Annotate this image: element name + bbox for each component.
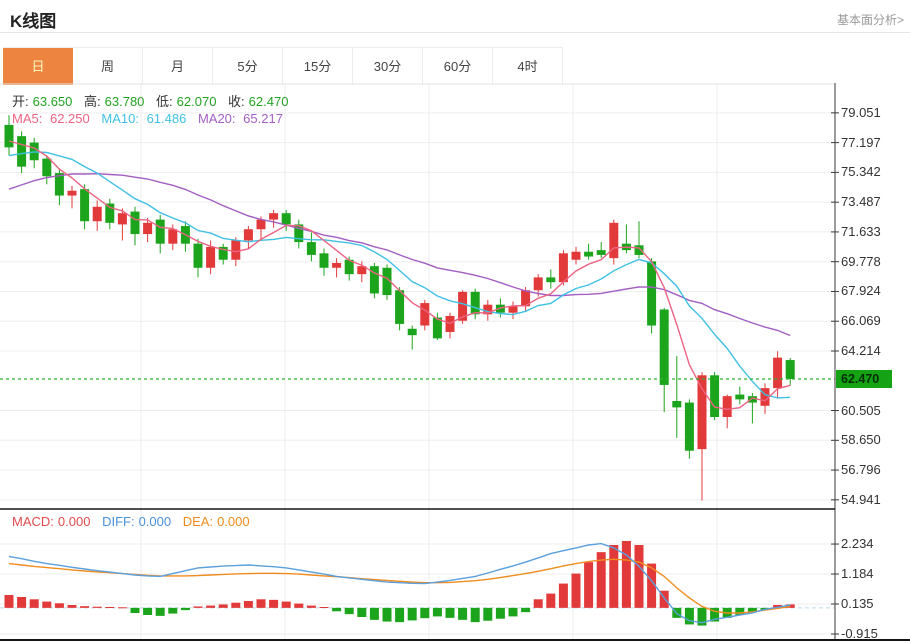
tab-timeframe-2[interactable]: 月 [143,48,213,85]
tab-timeframe-0[interactable]: 日 [3,48,73,85]
tab-timeframe-6[interactable]: 60分 [423,48,493,85]
close-label: 收: [228,94,245,109]
diff-value: 0.000 [138,514,172,529]
macd-value: 0.000 [57,514,91,529]
ma5-value: 62.250 [49,111,90,126]
ma10-label: MA10: [101,111,139,126]
ma5-label: MA5: [12,111,43,126]
ohlc-legend: 开: 63.650 高: 63.780 低: 62.070 收: 62.470 [12,91,296,110]
timeframe-tab-bar: 日周月 5分 15分 30分 60分 4时 [3,47,563,85]
price-axis-label: 66.069 [841,313,881,329]
tab-timeframe-1[interactable]: 周 [73,48,143,85]
price-axis-label: 73.487 [841,194,881,210]
dea-line [8,558,791,614]
diff-label: DIFF: [102,514,135,529]
current-price-badge: 62.470 [836,369,892,388]
macd-axis-label: 1.184 [841,566,874,582]
ma-legend: MA5: 62.250 MA10: 61.486 MA20: 65.217 [12,111,291,126]
macd-axis-label: 0.135 [841,596,874,611]
title-divider [0,32,910,33]
price-axis-label: 75.342 [841,164,881,180]
price-axis-label: 77.197 [841,134,881,150]
low-value: 62.070 [176,94,217,109]
dea-value: 0.000 [217,514,250,529]
tab-timeframe-3[interactable]: 5分 [213,48,283,85]
macd-axis-label: -0.915 [841,625,878,641]
macd-label: MACD: [12,514,54,529]
low-label: 低: [156,94,173,109]
price-axis-label: 79.051 [841,104,881,120]
diff-line [8,542,791,624]
price-axis-label: 64.214 [841,343,881,358]
page-title: K线图 [10,12,57,31]
open-label: 开: [12,94,29,109]
open-value: 63.650 [32,94,73,109]
price-axis-label: 71.633 [841,223,881,239]
candlestick-series [4,115,795,501]
ma10-value: 61.486 [146,111,187,126]
tab-timeframe-7[interactable]: 4时 [493,48,563,85]
fundamental-analysis-link[interactable]: 基本面分析> [836,13,904,27]
high-label: 高: [84,94,101,109]
close-value: 62.470 [248,94,289,109]
gridlines [0,83,835,640]
high-value: 63.780 [104,94,145,109]
price-axis-label: 54.941 [841,491,881,507]
price-axis-label: 56.796 [841,462,881,478]
tab-timeframe-5[interactable]: 30分 [353,48,423,85]
macd-legend: MACD: 0.000 DIFF: 0.000 DEA: 0.000 [12,514,258,529]
ma10-line [8,151,791,399]
price-axis-label: 67.924 [841,283,881,299]
dea-label: DEA: [182,514,214,529]
ma20-line [8,172,791,337]
ma20-label: MA20: [197,111,236,126]
price-axis-label: 58.650 [841,432,881,448]
tab-timeframe-4[interactable]: 15分 [283,48,353,85]
ma20-value: 65.217 [243,111,283,126]
price-axis-label: 69.778 [841,253,881,269]
price-axis-label: 60.505 [841,402,881,418]
ma5-line [8,140,791,411]
macd-axis-label: 2.234 [841,536,874,552]
